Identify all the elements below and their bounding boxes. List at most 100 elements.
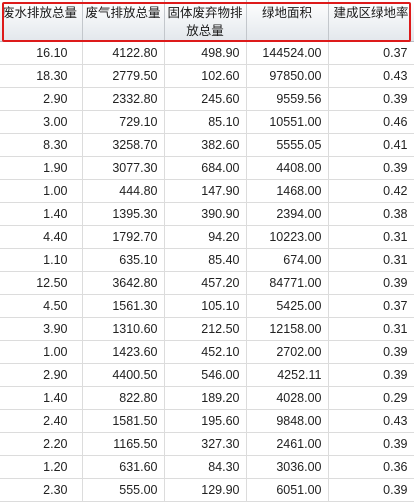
cell-wastewater[interactable]: 2.40 <box>0 409 83 433</box>
cell-waste-gas[interactable]: 635.10 <box>82 248 165 272</box>
cell-green-rate[interactable]: 0.39 <box>328 271 414 295</box>
cell-solid-waste[interactable]: 546.00 <box>164 363 247 387</box>
cell-waste-gas[interactable]: 4122.80 <box>82 41 165 65</box>
cell-solid-waste[interactable]: 498.90 <box>164 41 247 65</box>
table-row[interactable]: 1.90 3077.30 684.00 4408.00 0.39 <box>0 156 414 180</box>
cell-green-rate[interactable]: 0.29 <box>328 386 414 410</box>
table-row[interactable]: 1.00 444.80 147.90 1468.00 0.42 <box>0 179 414 203</box>
cell-green-area[interactable]: 144524.00 <box>246 41 329 65</box>
cell-solid-waste[interactable]: 129.90 <box>164 478 247 502</box>
cell-wastewater[interactable]: 2.20 <box>0 432 83 456</box>
cell-green-rate[interactable]: 0.39 <box>328 340 414 364</box>
cell-solid-waste[interactable]: 102.60 <box>164 64 247 88</box>
table-row[interactable]: 1.20 631.60 84.30 3036.00 0.36 <box>0 455 414 479</box>
table-row[interactable]: 1.00 1423.60 452.10 2702.00 0.39 <box>0 340 414 364</box>
cell-waste-gas[interactable]: 444.80 <box>82 179 165 203</box>
cell-green-area[interactable]: 4028.00 <box>246 386 329 410</box>
cell-waste-gas[interactable]: 3258.70 <box>82 133 165 157</box>
cell-green-area[interactable]: 1468.00 <box>246 179 329 203</box>
cell-solid-waste[interactable]: 457.20 <box>164 271 247 295</box>
cell-waste-gas[interactable]: 1561.30 <box>82 294 165 318</box>
cell-solid-waste[interactable]: 85.40 <box>164 248 247 272</box>
cell-green-area[interactable]: 2461.00 <box>246 432 329 456</box>
column-header-solid-waste[interactable]: 固体废弃物排放总量 <box>164 0 247 42</box>
cell-waste-gas[interactable]: 729.10 <box>82 110 165 134</box>
table-row[interactable]: 1.40 822.80 189.20 4028.00 0.29 <box>0 386 414 410</box>
cell-green-area[interactable]: 84771.00 <box>246 271 329 295</box>
cell-green-area[interactable]: 9559.56 <box>246 87 329 111</box>
table-row[interactable]: 12.50 3642.80 457.20 84771.00 0.39 <box>0 271 414 295</box>
cell-green-area[interactable]: 5555.05 <box>246 133 329 157</box>
cell-waste-gas[interactable]: 2779.50 <box>82 64 165 88</box>
cell-waste-gas[interactable]: 2332.80 <box>82 87 165 111</box>
cell-wastewater[interactable]: 1.00 <box>0 340 83 364</box>
cell-wastewater[interactable]: 3.90 <box>0 317 83 341</box>
cell-wastewater[interactable]: 1.00 <box>0 179 83 203</box>
cell-green-area[interactable]: 10223.00 <box>246 225 329 249</box>
cell-wastewater[interactable]: 2.90 <box>0 87 83 111</box>
cell-waste-gas[interactable]: 4400.50 <box>82 363 165 387</box>
table-row[interactable]: 8.30 3258.70 382.60 5555.05 0.41 <box>0 133 414 157</box>
cell-green-rate[interactable]: 0.31 <box>328 317 414 341</box>
table-row[interactable]: 16.10 4122.80 498.90 144524.00 0.37 <box>0 41 414 65</box>
cell-waste-gas[interactable]: 1165.50 <box>82 432 165 456</box>
cell-wastewater[interactable]: 1.10 <box>0 248 83 272</box>
cell-green-rate[interactable]: 0.31 <box>328 225 414 249</box>
cell-solid-waste[interactable]: 85.10 <box>164 110 247 134</box>
cell-green-area[interactable]: 12158.00 <box>246 317 329 341</box>
table-row[interactable]: 2.90 2332.80 245.60 9559.56 0.39 <box>0 87 414 111</box>
cell-green-area[interactable]: 674.00 <box>246 248 329 272</box>
column-header-green-area[interactable]: 绿地面积 <box>246 0 329 42</box>
cell-green-rate[interactable]: 0.39 <box>328 156 414 180</box>
cell-wastewater[interactable]: 18.30 <box>0 64 83 88</box>
column-header-wastewater[interactable]: 废水排放总量 <box>0 0 83 42</box>
cell-wastewater[interactable]: 2.90 <box>0 363 83 387</box>
cell-solid-waste[interactable]: 212.50 <box>164 317 247 341</box>
cell-waste-gas[interactable]: 1581.50 <box>82 409 165 433</box>
cell-solid-waste[interactable]: 94.20 <box>164 225 247 249</box>
cell-green-area[interactable]: 6051.00 <box>246 478 329 502</box>
cell-green-rate[interactable]: 0.36 <box>328 455 414 479</box>
cell-green-rate[interactable]: 0.37 <box>328 294 414 318</box>
table-row[interactable]: 2.20 1165.50 327.30 2461.00 0.39 <box>0 432 414 456</box>
cell-green-area[interactable]: 9848.00 <box>246 409 329 433</box>
cell-waste-gas[interactable]: 631.60 <box>82 455 165 479</box>
cell-waste-gas[interactable]: 1395.30 <box>82 202 165 226</box>
cell-wastewater[interactable]: 4.40 <box>0 225 83 249</box>
cell-wastewater[interactable]: 16.10 <box>0 41 83 65</box>
cell-green-area[interactable]: 97850.00 <box>246 64 329 88</box>
cell-waste-gas[interactable]: 3642.80 <box>82 271 165 295</box>
cell-green-rate[interactable]: 0.41 <box>328 133 414 157</box>
cell-green-area[interactable]: 3036.00 <box>246 455 329 479</box>
cell-solid-waste[interactable]: 382.60 <box>164 133 247 157</box>
cell-solid-waste[interactable]: 189.20 <box>164 386 247 410</box>
cell-green-rate[interactable]: 0.39 <box>328 87 414 111</box>
cell-solid-waste[interactable]: 245.60 <box>164 87 247 111</box>
cell-waste-gas[interactable]: 555.00 <box>82 478 165 502</box>
cell-waste-gas[interactable]: 1310.60 <box>82 317 165 341</box>
cell-green-area[interactable]: 4408.00 <box>246 156 329 180</box>
cell-solid-waste[interactable]: 684.00 <box>164 156 247 180</box>
table-row[interactable]: 1.40 1395.30 390.90 2394.00 0.38 <box>0 202 414 226</box>
cell-waste-gas[interactable]: 1792.70 <box>82 225 165 249</box>
cell-solid-waste[interactable]: 452.10 <box>164 340 247 364</box>
table-row[interactable]: 4.40 1792.70 94.20 10223.00 0.31 <box>0 225 414 249</box>
cell-solid-waste[interactable]: 390.90 <box>164 202 247 226</box>
cell-green-rate[interactable]: 0.39 <box>328 363 414 387</box>
cell-green-rate[interactable]: 0.38 <box>328 202 414 226</box>
table-row[interactable]: 3.90 1310.60 212.50 12158.00 0.31 <box>0 317 414 341</box>
cell-green-rate[interactable]: 0.42 <box>328 179 414 203</box>
table-row[interactable]: 2.40 1581.50 195.60 9848.00 0.43 <box>0 409 414 433</box>
cell-green-rate[interactable]: 0.39 <box>328 478 414 502</box>
cell-waste-gas[interactable]: 3077.30 <box>82 156 165 180</box>
cell-green-area[interactable]: 2394.00 <box>246 202 329 226</box>
cell-green-area[interactable]: 10551.00 <box>246 110 329 134</box>
column-header-green-rate[interactable]: 建成区绿地率 <box>328 0 414 42</box>
cell-wastewater[interactable]: 2.30 <box>0 478 83 502</box>
column-header-waste-gas[interactable]: 废气排放总量 <box>82 0 165 42</box>
table-row[interactable]: 2.30 555.00 129.90 6051.00 0.39 <box>0 478 414 502</box>
table-row[interactable]: 2.90 4400.50 546.00 4252.11 0.39 <box>0 363 414 387</box>
cell-green-rate[interactable]: 0.39 <box>328 432 414 456</box>
cell-green-rate[interactable]: 0.43 <box>328 64 414 88</box>
cell-green-rate[interactable]: 0.46 <box>328 110 414 134</box>
